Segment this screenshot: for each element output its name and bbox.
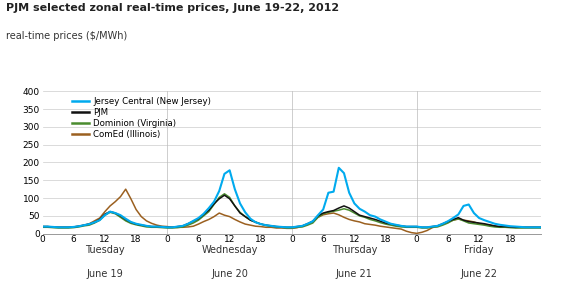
- Text: Friday: Friday: [464, 245, 494, 255]
- Text: June 20: June 20: [211, 269, 248, 279]
- Text: Wednesday: Wednesday: [201, 245, 258, 255]
- Legend: Jersey Central (New Jersey), PJM, Dominion (Virginia), ComEd (Illinois): Jersey Central (New Jersey), PJM, Domini…: [72, 97, 211, 139]
- Text: June 21: June 21: [336, 269, 373, 279]
- Text: PJM selected zonal real-time prices, June 19-22, 2012: PJM selected zonal real-time prices, Jun…: [6, 3, 339, 13]
- Text: real-time prices ($/MWh): real-time prices ($/MWh): [6, 31, 127, 41]
- Text: Tuesday: Tuesday: [85, 245, 125, 255]
- Text: Thursday: Thursday: [332, 245, 377, 255]
- Text: June 22: June 22: [460, 269, 498, 279]
- Text: June 19: June 19: [87, 269, 123, 279]
